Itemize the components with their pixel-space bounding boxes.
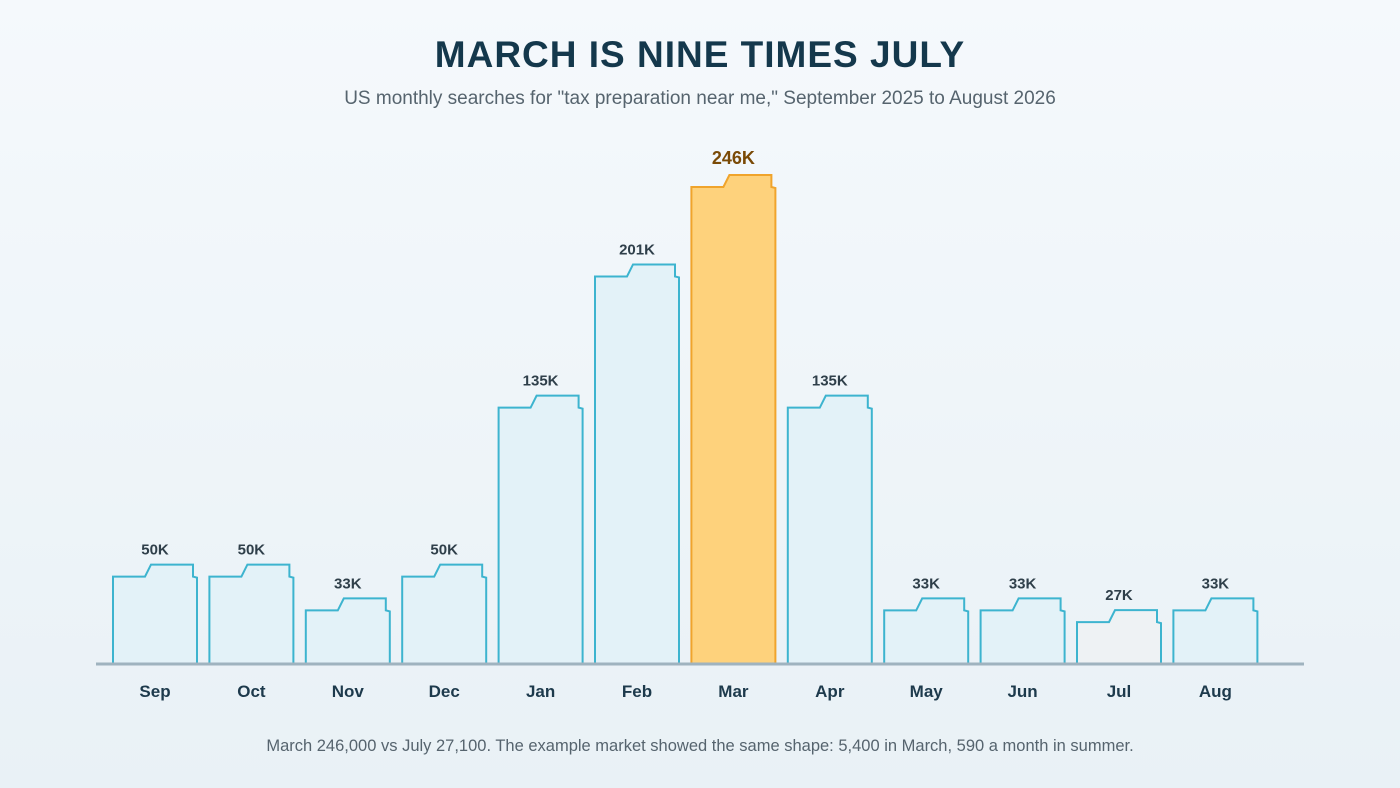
bar-may	[883, 597, 970, 664]
chart-title: MARCH IS NINE TIMES JULY	[434, 34, 966, 75]
value-label-sep: 50K	[141, 542, 169, 559]
bar-aug	[1172, 597, 1259, 664]
bar-sep	[112, 563, 198, 664]
category-label-feb: Feb	[622, 682, 652, 701]
category-label-may: May	[910, 682, 944, 701]
category-label-jan: Jan	[526, 682, 555, 701]
category-label-jun: Jun	[1007, 682, 1037, 701]
category-label-jul: Jul	[1107, 682, 1132, 701]
value-label-jun: 33K	[1009, 575, 1037, 592]
category-label-apr: Apr	[815, 682, 845, 701]
value-label-aug: 33K	[1202, 575, 1230, 592]
bar-mar	[690, 174, 777, 664]
bar-dec	[401, 563, 488, 664]
value-label-dec: 50K	[430, 542, 458, 559]
value-label-apr: 135K	[812, 373, 848, 390]
bar-jun	[979, 597, 1066, 664]
category-label-oct: Oct	[237, 682, 266, 701]
chart-subtitle: US monthly searches for "tax preparation…	[344, 88, 1056, 109]
bar-oct	[208, 563, 295, 664]
category-label-sep: Sep	[139, 682, 170, 701]
category-label-aug: Aug	[1199, 682, 1232, 701]
chart-footnote: March 246,000 vs July 27,100. The exampl…	[266, 737, 1134, 755]
bar-apr	[786, 394, 873, 664]
value-label-feb: 201K	[619, 241, 655, 258]
category-label-dec: Dec	[429, 682, 460, 701]
value-label-may: 33K	[912, 575, 940, 592]
category-label-nov: Nov	[332, 682, 365, 701]
value-label-jan: 135K	[523, 373, 559, 390]
value-label-nov: 33K	[334, 575, 362, 592]
value-label-jul: 27K	[1105, 587, 1133, 604]
bar-nov	[304, 597, 391, 664]
value-label-oct: 50K	[238, 542, 266, 559]
bar-feb	[594, 263, 680, 664]
value-label-mar: 246K	[712, 148, 755, 168]
bar-jul	[1076, 609, 1162, 664]
category-label-mar: Mar	[718, 682, 749, 701]
bar-jan	[497, 394, 584, 664]
